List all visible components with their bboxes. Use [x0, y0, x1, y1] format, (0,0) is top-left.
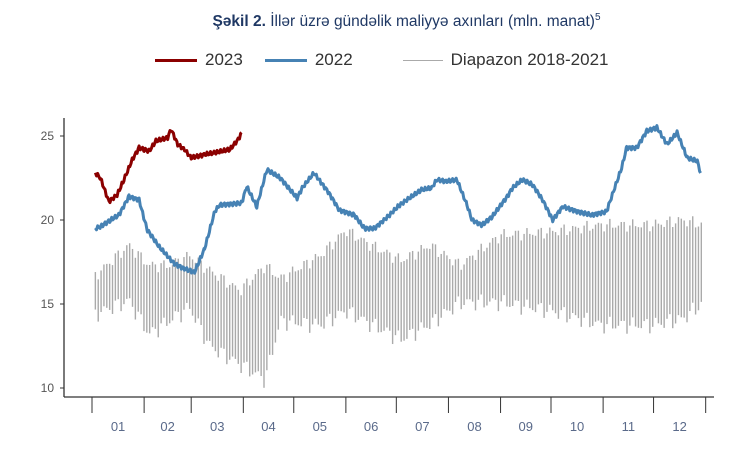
x-tick-label: 11 [622, 419, 636, 434]
x-tick-label: 12 [672, 419, 686, 434]
legend-swatch-2022 [264, 58, 307, 62]
x-tick-label: 05 [313, 419, 327, 434]
y-tick-label: 15 [41, 297, 55, 311]
title-text: İllər üzrə gündəlik maliyyə axınları (ml… [265, 13, 595, 31]
legend: 2023 2022 Diapazon 2018-2021 [155, 50, 631, 70]
y-tick-label: 25 [41, 129, 55, 143]
x-tick-label: 08 [467, 419, 481, 434]
title-figure-number: Şəkil 2. [212, 13, 266, 31]
legend-swatch-2023 [155, 58, 197, 62]
legend-item-2023: 2023 [155, 50, 243, 70]
legend-label: 2022 [314, 50, 353, 69]
x-tick-label: 04 [261, 419, 275, 434]
legend-label: Diapazon 2018-2021 [450, 50, 609, 69]
y-tick-label: 20 [41, 213, 55, 227]
legend-swatch-range [402, 59, 443, 61]
x-tick-label: 02 [160, 419, 174, 434]
series-line-2023 [93, 129, 243, 205]
legend-label: 2023 [205, 50, 243, 69]
x-tick-label: 07 [415, 419, 429, 434]
series-line-2022 [94, 124, 702, 275]
x-tick-label: 10 [570, 419, 584, 434]
x-tick-label: 01 [111, 419, 125, 434]
x-tick-label: 06 [364, 419, 378, 434]
chart-title: Şəkil 2. İllər üzrə gündəlik maliyyə axı… [0, 12, 753, 31]
title-footnote: 5 [594, 12, 601, 23]
x-tick-label: 09 [519, 419, 533, 434]
legend-item-range: Diapazon 2018-2021 [402, 50, 609, 70]
y-tick-label: 10 [41, 381, 55, 395]
x-tick-label: 03 [210, 419, 224, 434]
legend-item-2022: 2022 [264, 50, 353, 70]
